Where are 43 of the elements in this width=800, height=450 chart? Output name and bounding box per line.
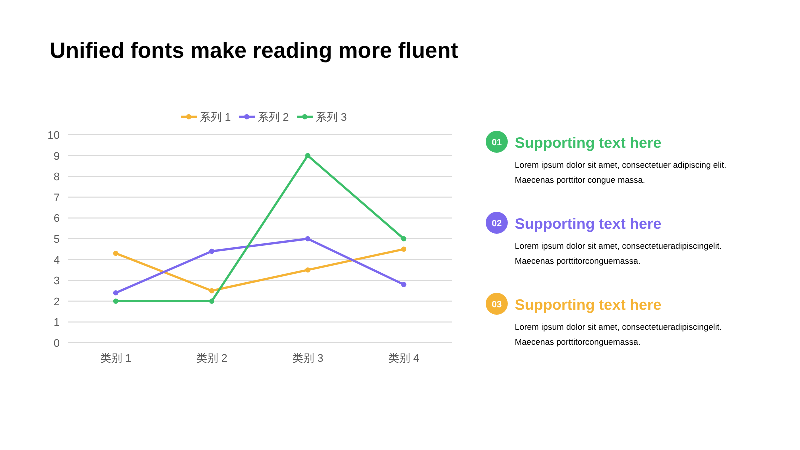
text: Supporting text here bbox=[515, 135, 662, 152]
point bbox=[401, 282, 407, 288]
point bbox=[209, 298, 215, 304]
point bbox=[305, 153, 311, 158]
text: 01 bbox=[492, 138, 502, 148]
text: Lorem ipsum dolor sit amet, consectetueradipiscingelit. bbox=[515, 322, 722, 332]
x-tick-label: 类别 2 bbox=[196, 352, 228, 365]
point bbox=[401, 236, 407, 242]
point bbox=[401, 246, 407, 252]
text: Supporting text here bbox=[515, 297, 662, 314]
y-tick-label: 3 bbox=[54, 276, 60, 288]
y-tick-label: 5 bbox=[54, 234, 60, 246]
y-tick-label: 7 bbox=[54, 192, 60, 204]
text: Lorem ipsum dolor sit amet, consectetueradipiscingelit. bbox=[515, 241, 722, 251]
point bbox=[209, 288, 215, 294]
y-tick-label: 6 bbox=[54, 213, 60, 226]
x-tick-label: 类别 4 bbox=[388, 352, 420, 365]
y-tick-label: 0 bbox=[54, 338, 60, 350]
legend-label: 系列 2 bbox=[258, 111, 290, 124]
point bbox=[113, 298, 119, 304]
y-tick-label: 2 bbox=[54, 296, 60, 308]
legend-label: 系列 3 bbox=[316, 111, 348, 124]
text: 03 bbox=[492, 300, 502, 310]
x-tick-label: 类别 3 bbox=[292, 352, 324, 365]
chart-title: Unified fonts make reading more fluent bbox=[50, 38, 459, 63]
text: Maecenas porttitor congue massa. bbox=[515, 175, 646, 185]
point bbox=[113, 290, 119, 296]
text: Lorem ipsum dolor sit amet, consectetuer adipiscing elit. bbox=[515, 160, 727, 170]
legend-label: 系列 1 bbox=[200, 111, 232, 124]
text: 02 bbox=[492, 218, 502, 228]
text: Supporting text here bbox=[515, 216, 662, 233]
text: Maecenas porttitorconguemassa. bbox=[515, 256, 641, 266]
text: Maecenas porttitorconguemassa. bbox=[515, 337, 641, 347]
y-tick-label: 9 bbox=[54, 150, 60, 163]
x-tick-label: 类别 1 bbox=[100, 352, 132, 365]
y-tick-label: 8 bbox=[54, 172, 60, 184]
point bbox=[113, 250, 119, 256]
y-tick-label: 1 bbox=[54, 317, 60, 330]
point bbox=[305, 236, 311, 242]
y-tick-label: 4 bbox=[54, 254, 60, 267]
point bbox=[209, 248, 215, 254]
y-tick-label: 10 bbox=[48, 130, 60, 142]
point bbox=[305, 268, 311, 273]
